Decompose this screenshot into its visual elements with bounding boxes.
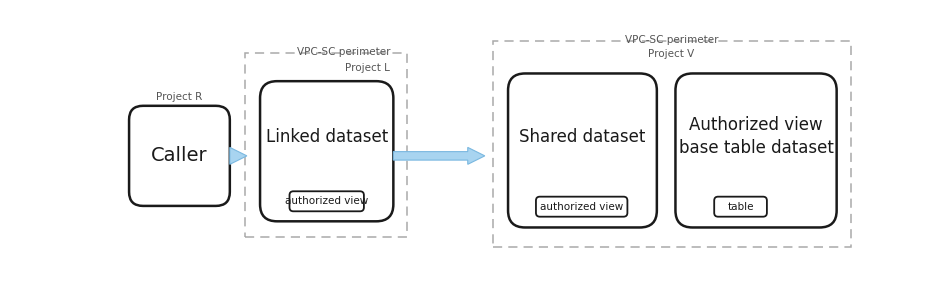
FancyBboxPatch shape	[260, 81, 393, 221]
Bar	[245, 54, 407, 237]
Text: VPC-SC perimeter: VPC-SC perimeter	[297, 47, 390, 57]
Text: Linked dataset: Linked dataset	[266, 128, 387, 146]
FancyBboxPatch shape	[129, 106, 229, 206]
FancyBboxPatch shape	[289, 191, 364, 211]
Bar	[492, 41, 850, 247]
FancyBboxPatch shape	[676, 74, 837, 227]
Polygon shape	[393, 147, 485, 164]
Text: VPC-SC perimeter
Project V: VPC-SC perimeter Project V	[625, 35, 719, 59]
Text: Authorized view
base table dataset: Authorized view base table dataset	[679, 116, 834, 157]
Polygon shape	[229, 147, 247, 164]
Text: authorized view: authorized view	[540, 202, 624, 212]
Text: Project R: Project R	[156, 92, 203, 102]
Text: authorized view: authorized view	[285, 196, 368, 206]
FancyBboxPatch shape	[536, 197, 627, 217]
FancyBboxPatch shape	[508, 74, 657, 227]
FancyBboxPatch shape	[714, 197, 767, 217]
Text: Shared dataset: Shared dataset	[519, 128, 645, 146]
Text: Project L: Project L	[346, 63, 390, 73]
Text: table: table	[727, 202, 754, 212]
Text: Caller: Caller	[151, 146, 208, 165]
